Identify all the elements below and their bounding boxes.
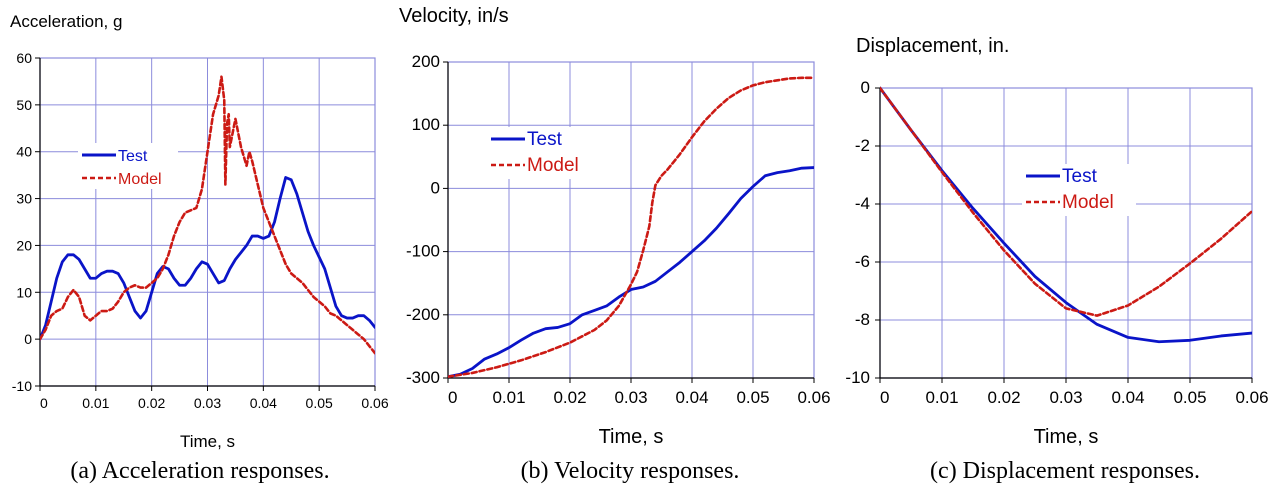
x-tick-label: 0.06 <box>361 395 388 411</box>
legend: Test Model <box>1022 164 1136 216</box>
x-ticks: 0 0.01 0.02 0.03 0.04 0.05 0.06 <box>39 386 389 411</box>
y-tick-label: -300 <box>406 368 440 387</box>
legend-label-test: Test <box>118 148 148 165</box>
legend: Test Model <box>78 143 178 189</box>
x-tick-label: 0.02 <box>987 388 1020 407</box>
x-tick-label: 0 <box>880 388 889 407</box>
legend-box <box>487 127 600 179</box>
y-tick-label: -100 <box>406 242 440 261</box>
y-tick-label: -200 <box>406 305 440 324</box>
chart-title: Acceleration, g <box>10 12 122 31</box>
figure-caption: (b) Velocity responses. <box>521 458 740 484</box>
x-axis-label: Time, s <box>1034 426 1099 448</box>
figure-caption: (a) Acceleration responses. <box>70 458 329 484</box>
chart-panel-1: 0 0.01 0.02 0.03 0.04 0.05 0.06 -10 0 10 20 30 40 50 6… <box>10 12 389 484</box>
x-tick-label: 0.04 <box>675 388 708 407</box>
x-tick-label: 0.01 <box>925 388 958 407</box>
y-tick-label: 50 <box>16 97 32 113</box>
chart-title: Velocity, in/s <box>399 5 509 27</box>
series-line-model <box>448 76 814 379</box>
series-line-model <box>40 75 375 355</box>
y-tick-label: -4 <box>855 194 870 213</box>
x-tick-label: 0.06 <box>1235 388 1268 407</box>
chart-panel-2: 0 0.01 0.02 0.03 0.04 0.05 0.06 -300 -200 -100 0 10… <box>399 5 831 484</box>
x-tick-label: 0.04 <box>1111 388 1144 407</box>
legend-label-model: Model <box>1062 192 1114 213</box>
y-tick-label: -10 <box>845 368 870 387</box>
legend-label-model: Model <box>527 155 579 176</box>
y-tick-label: 20 <box>16 237 32 253</box>
y-tick-label: -8 <box>855 310 870 329</box>
y-ticks: -10 -8 -6 -4 -2 0 <box>845 78 880 387</box>
y-tick-label: 0 <box>24 331 32 347</box>
x-tick-label: 0.03 <box>614 388 647 407</box>
series-line-test <box>448 166 814 379</box>
figure-caption: (c) Displacement responses. <box>930 458 1200 484</box>
y-tick-label: 0 <box>861 78 870 97</box>
legend-box <box>78 143 178 189</box>
chart-panel-3: 0 0.01 0.02 0.03 0.04 0.05 0.06 -10 -8 -6 -4 -2 0 Dis… <box>845 35 1268 484</box>
x-ticks: 0 0.01 0.02 0.03 0.04 0.05 0.06 <box>879 378 1269 407</box>
x-tick-label: 0.06 <box>797 388 830 407</box>
x-ticks: 0 0.01 0.02 0.03 0.04 0.05 0.06 <box>447 378 831 407</box>
chart-title: Displacement, in. <box>856 35 1009 57</box>
legend-label-test: Test <box>527 129 563 150</box>
y-tick-label: 60 <box>16 50 32 66</box>
x-tick-label: 0.02 <box>138 395 165 411</box>
y-tick-label: -6 <box>855 252 870 271</box>
x-tick-label: 0 <box>40 395 48 411</box>
x-tick-label: 0.03 <box>194 395 221 411</box>
x-tick-label: 0.03 <box>1049 388 1082 407</box>
legend-label-model: Model <box>118 171 162 188</box>
legend-box <box>1022 164 1136 216</box>
y-ticks: -10 0 10 20 30 40 50 60 <box>12 50 40 394</box>
y-tick-label: 0 <box>431 178 440 197</box>
series-line-test <box>40 176 375 341</box>
y-tick-label: 10 <box>16 284 32 300</box>
x-tick-label: 0.02 <box>553 388 586 407</box>
legend: Test Model <box>487 127 600 179</box>
y-tick-label: -10 <box>12 378 32 394</box>
x-tick-label: 0.01 <box>82 395 109 411</box>
x-tick-label: 0 <box>448 388 457 407</box>
x-tick-label: 0.05 <box>1173 388 1206 407</box>
grid <box>448 62 814 378</box>
y-tick-label: 100 <box>412 115 440 134</box>
y-tick-label: 40 <box>16 144 32 160</box>
y-tick-label: 30 <box>16 191 32 207</box>
x-tick-label: 0.01 <box>492 388 525 407</box>
x-tick-label: 0.05 <box>306 395 333 411</box>
series-line-model <box>880 86 1252 317</box>
y-tick-label: 200 <box>412 52 440 71</box>
x-tick-label: 0.05 <box>736 388 769 407</box>
x-tick-label: 0.04 <box>250 395 277 411</box>
legend-label-test: Test <box>1062 166 1098 187</box>
y-ticks: -300 -200 -100 0 100 200 <box>406 52 448 387</box>
x-axis-label: Time, s <box>180 432 235 451</box>
y-tick-label: -2 <box>855 136 870 155</box>
x-axis-label: Time, s <box>599 426 664 448</box>
